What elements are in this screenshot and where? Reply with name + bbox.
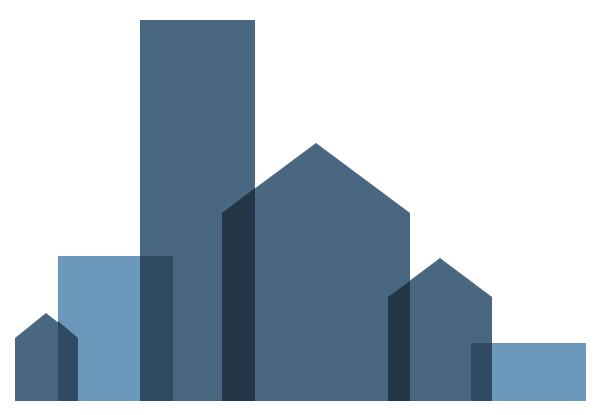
medium-house-shape (388, 258, 492, 401)
overlap-light-tower (140, 256, 173, 401)
large-house-shape (222, 143, 410, 401)
overlap-medium-light (471, 343, 492, 401)
overlap-large-medium (388, 281, 410, 401)
overlap-tower-house (222, 188, 255, 401)
overlap-small-house-light (58, 321, 78, 401)
